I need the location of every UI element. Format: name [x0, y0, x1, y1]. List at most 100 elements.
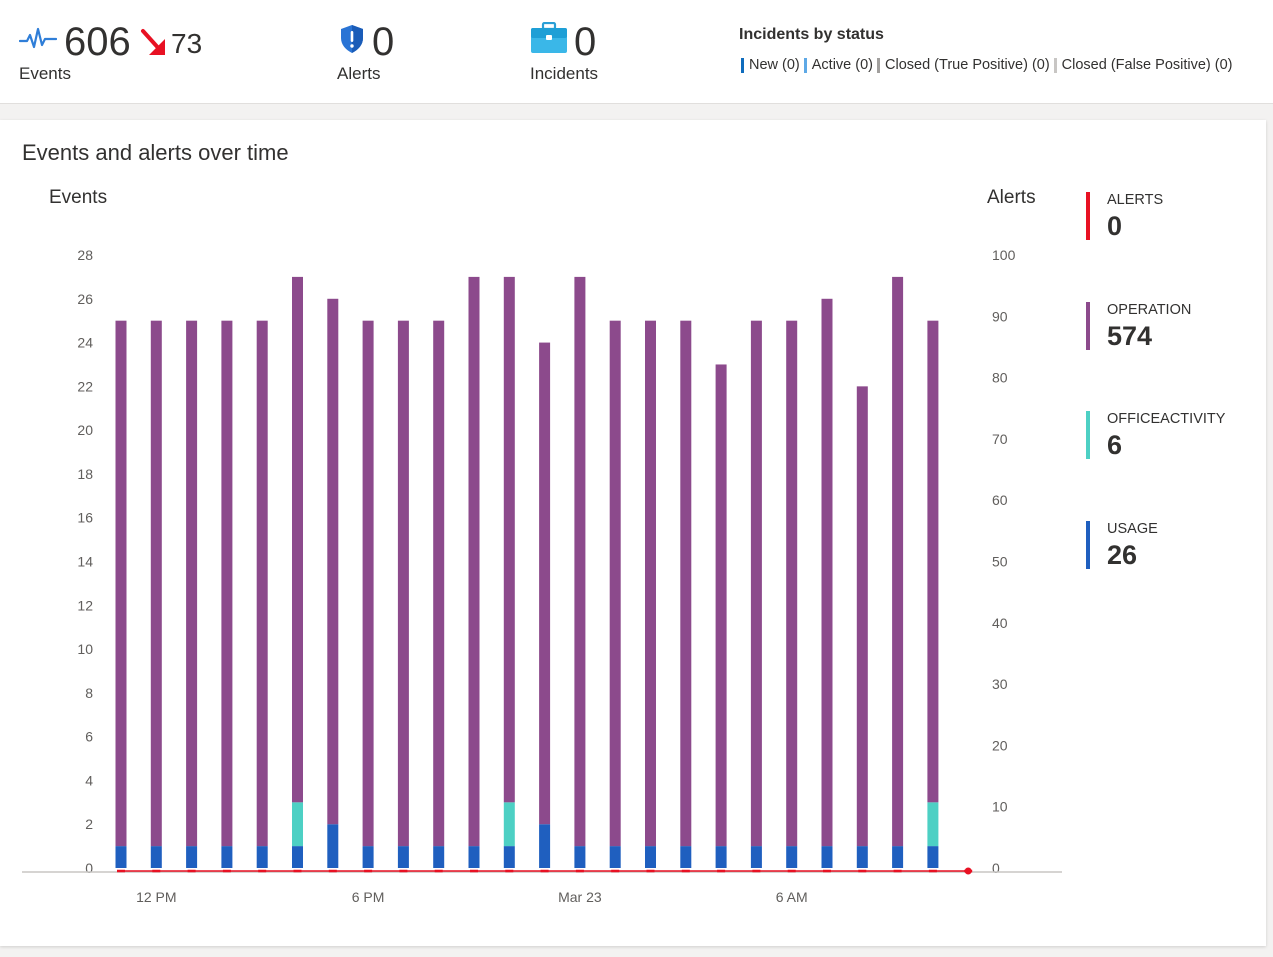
bar-usage — [574, 846, 586, 868]
incidents-label: Incidents — [530, 64, 599, 83]
status-closed-fp-label: Closed (False Positive) (0) — [1061, 57, 1233, 73]
bar-operation — [362, 320, 374, 847]
x-tick-label: 6 PM — [352, 889, 385, 905]
bar-operation — [503, 276, 515, 803]
bar-operation — [115, 320, 127, 847]
y-tick-left: 4 — [85, 772, 93, 788]
y-tick-left: 28 — [77, 247, 93, 263]
events-alerts-chart[interactable]: Events Alerts0246810121416182022242628010… — [0, 120, 1080, 946]
bar-operation — [186, 320, 198, 847]
status-active[interactable]: Active (0) — [803, 57, 874, 73]
bar-operation — [433, 320, 445, 847]
bar-usage — [292, 846, 303, 868]
bar-usage — [856, 846, 868, 868]
bar-operation — [892, 276, 904, 847]
y-tick-left: 16 — [77, 510, 93, 526]
bar-operation — [327, 298, 339, 825]
activity-pulse-icon — [19, 27, 57, 49]
legend-operation-marker — [1086, 302, 1090, 350]
bar-operation — [221, 320, 233, 847]
bar-usage — [150, 846, 162, 868]
bar-operation — [786, 320, 798, 847]
bar-officeactivity — [292, 802, 303, 847]
bar-usage — [327, 824, 339, 868]
legend-officeactivity-marker — [1086, 411, 1090, 459]
bar-officeactivity — [927, 802, 939, 847]
x-tick-label: 12 PM — [136, 889, 176, 905]
x-tick-label: Mar 23 — [558, 889, 602, 905]
y-tick-left: 10 — [77, 641, 93, 657]
bar-operation — [468, 276, 480, 847]
bar-usage — [927, 846, 939, 868]
y-tick-right: 100 — [992, 247, 1016, 263]
bar-usage — [750, 846, 762, 868]
bar-usage — [433, 846, 445, 868]
status-new-marker — [741, 57, 744, 73]
bar-usage — [609, 846, 621, 868]
alerts-end-point — [964, 867, 972, 875]
y-tick-right: 50 — [992, 554, 1008, 570]
incidents-by-status-title: Incidents by status — [739, 26, 884, 43]
bar-usage — [503, 846, 515, 868]
legend-alerts-value: 0 — [1107, 211, 1123, 241]
bar-operation — [750, 320, 762, 847]
bar-officeactivity — [503, 802, 515, 847]
y-tick-right: 80 — [992, 370, 1008, 386]
incidents-count: 0 — [574, 20, 597, 64]
bar-operation — [256, 320, 268, 847]
y-tick-left: 2 — [85, 816, 93, 832]
y-tick-right: 60 — [992, 492, 1008, 508]
legend-alerts-marker — [1086, 192, 1090, 240]
y-tick-left: 0 — [85, 860, 93, 876]
y-tick-right: 0 — [992, 860, 1000, 876]
bar-usage — [115, 846, 127, 868]
bar-usage — [821, 846, 833, 868]
y-tick-left: 22 — [77, 378, 93, 394]
status-closed-tp-marker — [877, 57, 881, 73]
bar-usage — [362, 846, 374, 868]
shield-alert-icon — [341, 25, 363, 53]
y-tick-left: 12 — [77, 597, 93, 613]
bar-usage — [680, 846, 692, 868]
bar-operation — [645, 320, 656, 847]
bar-usage — [539, 824, 551, 868]
bar-operation — [821, 298, 833, 847]
legend-usage-name: USAGE — [1107, 521, 1158, 537]
bar-usage — [397, 846, 409, 868]
status-active-marker — [803, 57, 807, 73]
legend-alerts-name: ALERTS — [1107, 192, 1164, 208]
y-tick-left: 14 — [77, 554, 93, 570]
y-tick-right: 90 — [992, 308, 1008, 324]
status-new[interactable]: New (0) — [741, 57, 800, 73]
briefcase-icon — [531, 22, 567, 53]
bar-usage — [221, 846, 233, 868]
status-closed-false-positive[interactable]: Closed (False Positive) (0) — [1053, 57, 1233, 73]
status-active-label: Active (0) — [811, 57, 874, 73]
y-tick-right: 30 — [992, 676, 1008, 692]
events-count: 606 — [64, 20, 131, 64]
legend-operation-value: 574 — [1107, 321, 1153, 351]
bar-usage — [468, 846, 480, 868]
x-tick-label: 6 AM — [776, 889, 808, 905]
bar-operation — [609, 320, 621, 847]
status-closed-true-positive[interactable]: Closed (True Positive) (0) — [877, 57, 1050, 73]
bar-operation — [292, 276, 303, 803]
bar-operation — [574, 276, 586, 847]
legend-officeactivity-value: 6 — [1107, 430, 1123, 460]
y-axis-left-title: Events — [49, 187, 107, 208]
y-axis-right-title: Alerts — [987, 187, 1036, 208]
bar-usage — [715, 846, 727, 868]
bar-operation — [715, 364, 727, 847]
bar-operation — [856, 386, 868, 847]
bar-operation — [397, 320, 409, 847]
trend-down-arrow-icon — [141, 29, 165, 55]
events-alerts-panel: Events and alerts over time Events Alerts… — [0, 120, 1266, 946]
bar-usage — [186, 846, 198, 868]
events-label: Events — [19, 64, 71, 83]
y-tick-left: 24 — [77, 335, 93, 351]
legend-operation-name: OPERATION — [1107, 302, 1192, 318]
legend-usage-value: 26 — [1107, 540, 1138, 570]
y-tick-right: 10 — [992, 799, 1008, 815]
y-tick-right: 70 — [992, 431, 1008, 447]
alerts-label: Alerts — [337, 64, 381, 83]
